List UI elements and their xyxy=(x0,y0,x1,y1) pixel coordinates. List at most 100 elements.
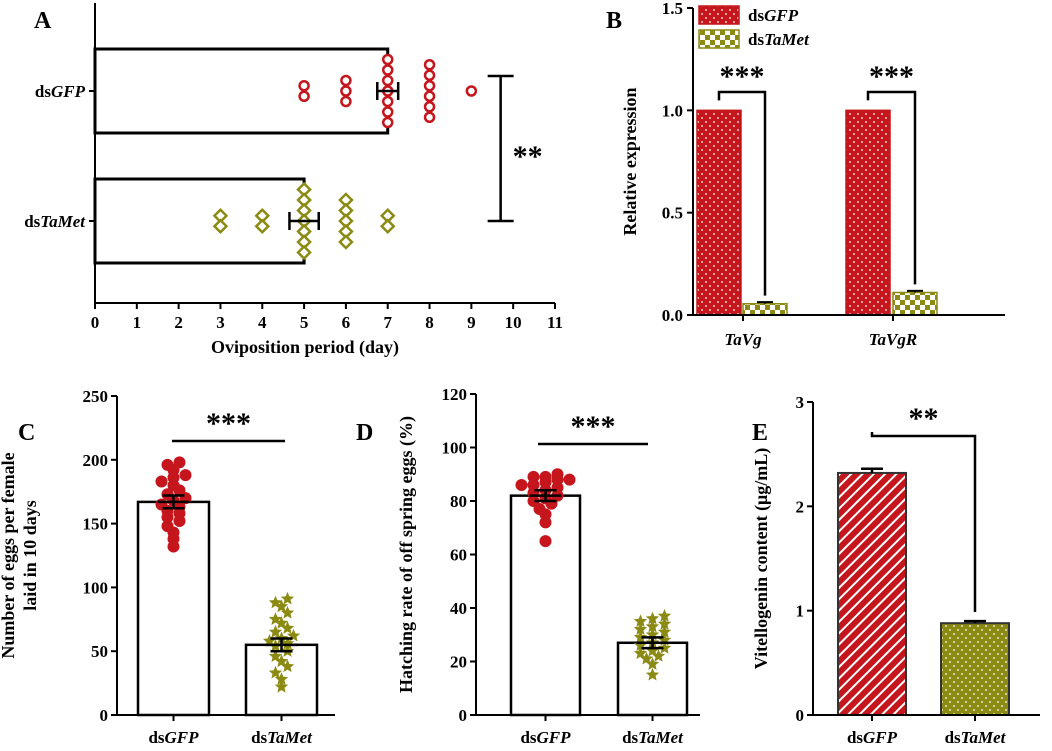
data-point xyxy=(268,595,283,609)
category-label-dsTaMet-prefix: ds xyxy=(622,728,638,747)
data-point xyxy=(268,625,283,638)
y-tick-label: 1.5 xyxy=(662,0,683,18)
bar-dsGFP xyxy=(837,471,907,716)
category-label-dsGFP-prefix: ds xyxy=(520,728,536,747)
data-point xyxy=(155,475,168,488)
y-tick-label: 0 xyxy=(796,706,805,725)
data-point xyxy=(423,101,436,113)
significance-bracket xyxy=(870,432,977,612)
y-tick-label: 1 xyxy=(796,602,805,621)
x-tick-label: 8 xyxy=(425,313,434,332)
significance-bracket xyxy=(866,90,917,285)
data-point xyxy=(338,234,354,250)
y-axis-title-line: Number of eggs per female xyxy=(0,452,18,658)
data-point xyxy=(212,218,229,235)
x-tick-label: 11 xyxy=(547,313,563,332)
category-label-dsTaMet: dsTaMet xyxy=(24,212,86,231)
category-label-dsGFP: dsGFP xyxy=(520,728,571,747)
bar-dsGFP xyxy=(93,47,390,135)
data-point xyxy=(340,74,352,87)
y-axis-title-line: laid in 10 days xyxy=(20,500,40,611)
data-point xyxy=(465,85,478,97)
x-tick-label: 1 xyxy=(133,313,142,332)
category-label-dsTaMet: dsTaMet xyxy=(945,728,1007,747)
data-point xyxy=(645,667,660,681)
bar-dsTaMet-TaVg xyxy=(742,302,788,316)
x-tick-label: 7 xyxy=(383,313,392,332)
category-label-dsTaMet-italic: TaMet xyxy=(40,212,86,231)
data-point xyxy=(527,470,540,483)
x-tick-label: 5 xyxy=(300,313,309,332)
y-tick-label: 0 xyxy=(100,706,109,725)
data-point xyxy=(423,59,436,71)
data-point xyxy=(657,641,672,654)
y-tick-label: 250 xyxy=(83,387,109,406)
category-label-dsGFP-prefix: ds xyxy=(847,728,863,747)
category-label-dsTaMet: dsTaMet xyxy=(622,728,684,747)
data-point xyxy=(539,470,552,483)
y-axis-title: Hatching rate of off spring eggs (%) xyxy=(396,416,417,693)
data-point xyxy=(657,609,672,622)
data-point xyxy=(254,218,271,235)
category-label-dsGFP-prefix: ds xyxy=(35,82,51,101)
y-tick-label: 3 xyxy=(796,393,805,412)
y-tick-label: 20 xyxy=(450,653,467,672)
category-label-dsTaMet-italic: TaMet xyxy=(961,728,1007,747)
data-point xyxy=(161,520,174,533)
data-point xyxy=(539,535,552,548)
legend-swatch-dsTaMet xyxy=(698,29,740,49)
significance-bracket xyxy=(717,90,767,296)
significance-label: *** xyxy=(571,410,616,443)
y-tick-label: 100 xyxy=(83,578,109,597)
category-label-TaVgR: TaVgR xyxy=(869,330,918,349)
category-label-dsGFP-italic: GFP xyxy=(51,82,86,101)
legend-label-dsTaMet: dsTaMet xyxy=(748,30,810,49)
data-point xyxy=(296,244,312,261)
x-tick-label: 3 xyxy=(216,313,225,332)
panel-label-a: A xyxy=(34,8,52,34)
legend-swatch-dsGFP xyxy=(698,5,740,25)
data-point xyxy=(381,95,394,108)
data-point xyxy=(268,665,283,679)
data-point xyxy=(381,106,394,118)
category-label-dsGFP: dsGFP xyxy=(148,728,199,747)
data-point xyxy=(515,478,528,491)
y-tick-label: 120 xyxy=(442,385,468,404)
data-point xyxy=(379,218,396,235)
y-axis-title: Vitellogenin content (μg/mL) xyxy=(751,448,772,670)
significance-label: *** xyxy=(206,407,251,440)
data-point xyxy=(274,599,289,613)
data-point xyxy=(381,64,394,76)
x-tick-label: 4 xyxy=(258,313,267,332)
y-tick-label: 2 xyxy=(796,497,805,516)
category-label-dsTaMet-italic: TaMet xyxy=(638,728,684,747)
data-point xyxy=(381,116,394,129)
data-point xyxy=(657,617,672,630)
panel-label-e: E xyxy=(752,420,768,446)
data-point xyxy=(633,614,648,628)
data-point xyxy=(633,646,648,660)
x-tick-label: 2 xyxy=(174,313,183,332)
y-tick-label: 0 xyxy=(459,706,468,725)
data-point xyxy=(280,621,295,634)
category-label-dsGFP-italic: GFP xyxy=(165,728,200,747)
category-label-dsTaMet-prefix: ds xyxy=(24,212,40,231)
category-label-dsGFP-italic: GFP xyxy=(537,728,572,747)
data-point xyxy=(633,630,648,644)
data-point xyxy=(274,679,289,693)
category-label-dsGFP-italic: GFP xyxy=(863,728,898,747)
category-label-TaVg: TaVg xyxy=(724,330,762,349)
panel-label-b: B xyxy=(606,8,622,34)
y-tick-label: 1.0 xyxy=(662,101,683,120)
data-point xyxy=(381,53,394,66)
category-label-dsTaMet-prefix: ds xyxy=(945,728,961,747)
data-point xyxy=(563,473,576,486)
significance-label: *** xyxy=(720,60,765,93)
bar-dsTaMet xyxy=(940,622,1010,716)
legend-label-dsGFP-italic: GFP xyxy=(764,6,799,25)
x-tick-label: 10 xyxy=(505,313,522,332)
